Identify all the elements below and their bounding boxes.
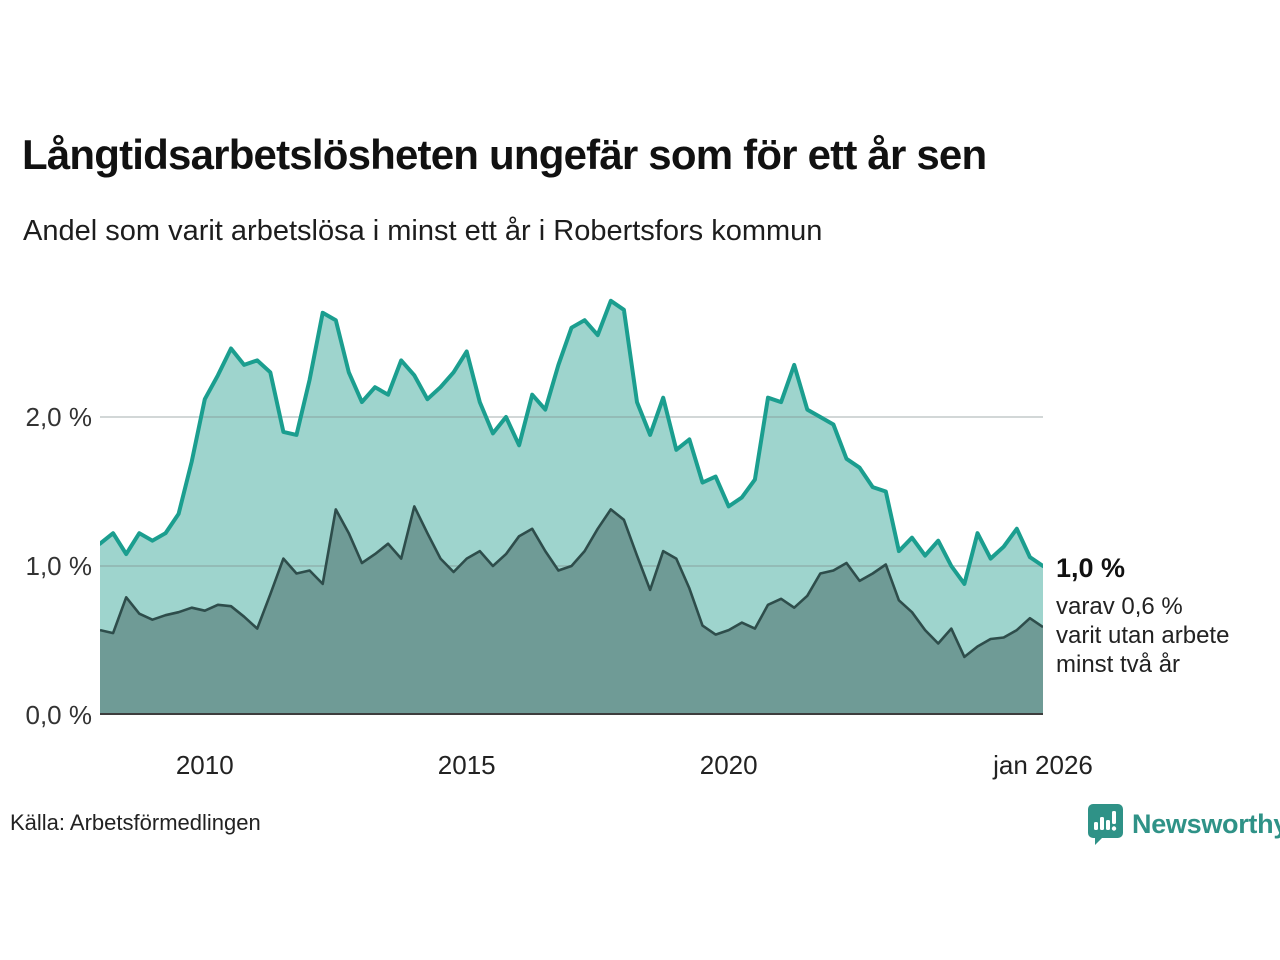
newsworthy-logo: Newsworthy	[1087, 803, 1280, 845]
area-chart	[100, 298, 1043, 715]
newsworthy-wordmark: Newsworthy	[1132, 808, 1280, 839]
endpoint-note-line: varav 0,6 %	[1056, 593, 1183, 620]
endpoint-note-line: varit utan arbete	[1056, 622, 1230, 649]
x-tick-label: 2010	[175, 750, 234, 780]
source-note: Källa: Arbetsförmedlingen	[10, 810, 261, 835]
page-subtitle: Andel som varit arbetslösa i minst ett å…	[23, 215, 823, 247]
x-tick-label: 2015	[437, 750, 496, 780]
series-line-one-year	[100, 298, 1043, 586]
newsworthy-logo-icon	[1088, 804, 1123, 845]
y-tick-label: 2,0 %	[25, 402, 93, 433]
page-title: Långtidsarbetslösheten ungefär som för e…	[22, 131, 987, 178]
y-tick-label: 0,0 %	[25, 700, 93, 730]
series-area-two-year	[100, 506, 1043, 715]
x-tick-label: 2020	[699, 750, 758, 780]
endpoint-value-label: 1,0 %	[1056, 553, 1126, 583]
y-tick-label: 1,0 %	[25, 551, 93, 582]
endpoint-note-line: minst två år	[1056, 651, 1181, 678]
series-line-two-year	[100, 505, 1043, 659]
x-tick-label: jan 2026	[993, 750, 1093, 780]
